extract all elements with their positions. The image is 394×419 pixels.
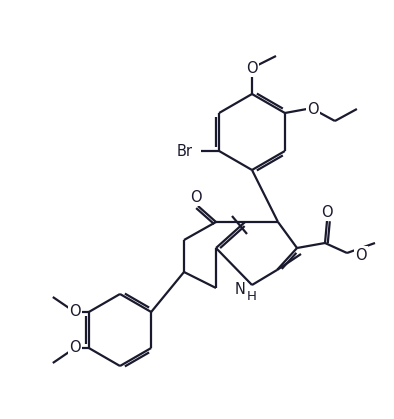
- Text: O: O: [321, 204, 333, 220]
- Text: Br: Br: [177, 143, 193, 158]
- Text: N: N: [234, 282, 245, 297]
- Text: O: O: [307, 101, 319, 116]
- Text: H: H: [247, 290, 257, 303]
- Text: O: O: [246, 60, 258, 75]
- Text: O: O: [190, 189, 202, 204]
- Text: O: O: [69, 305, 81, 320]
- Text: O: O: [69, 341, 81, 355]
- Text: O: O: [355, 248, 367, 262]
